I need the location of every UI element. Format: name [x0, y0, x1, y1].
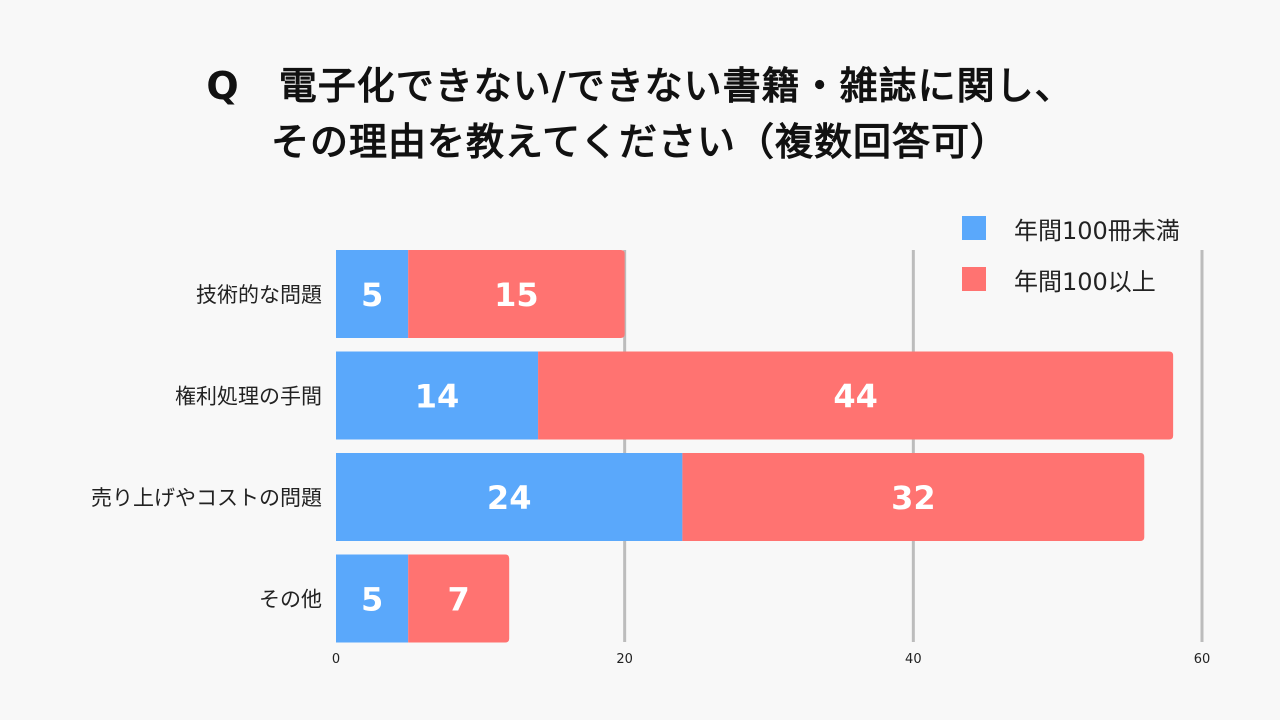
x-tick-label: 40 [905, 652, 922, 667]
category-label: 技術的な問題 [196, 283, 322, 307]
bar-segment-series-2 [538, 351, 1174, 440]
bar-segment-series-2 [408, 554, 510, 643]
bar-value-label: 44 [833, 378, 878, 416]
chart-title: Q 電子化できない/できない書籍・雑誌に関し、 その理由を教えてください（複数回… [0, 58, 1280, 170]
bar-segment-series-1 [336, 453, 683, 541]
legend-label-series-1: 年間100冊未満 [1014, 216, 1180, 245]
bar-segment-series-2 [408, 250, 625, 338]
legend-swatch-series-2 [962, 267, 986, 291]
bar-segment-series-1 [336, 351, 539, 440]
x-tick-label: 20 [616, 652, 633, 667]
bar-value-label: 15 [494, 276, 539, 314]
legend-swatch-series-1 [962, 216, 986, 240]
x-tick-label: 0 [332, 652, 340, 667]
bar-value-label: 14 [415, 378, 460, 416]
bar-segment-series-2 [682, 453, 1145, 541]
bar-value-label: 32 [891, 479, 936, 517]
category-label: 売り上げやコストの問題 [91, 486, 322, 510]
legend-item-series-2: 年間100以上 [962, 265, 1180, 296]
bar-segment-series-1 [336, 250, 409, 338]
chart-legend: 年間100冊未満 年間100以上 [962, 214, 1180, 316]
bar-value-label: 24 [487, 479, 532, 517]
legend-label-series-2: 年間100以上 [1014, 267, 1156, 296]
bar-value-label: 5 [361, 276, 383, 314]
bar-value-label: 5 [361, 581, 383, 619]
category-label: 権利処理の手間 [175, 385, 322, 409]
category-label: その他 [259, 588, 322, 612]
bar-value-label: 7 [448, 581, 470, 619]
x-tick-label: 60 [1194, 652, 1211, 667]
chart-title-line-2: その理由を教えてください（複数回答可） [271, 120, 1009, 164]
bar-segment-series-1 [336, 554, 409, 643]
legend-item-series-1: 年間100冊未満 [962, 214, 1180, 245]
chart-title-line-1: Q 電子化できない/できない書籍・雑誌に関し、 [206, 64, 1074, 108]
